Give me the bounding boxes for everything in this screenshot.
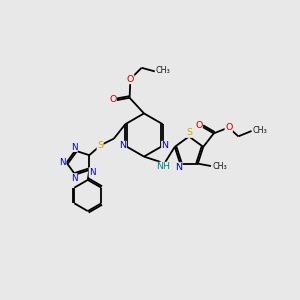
Text: CH₃: CH₃ xyxy=(156,66,171,75)
Text: NH: NH xyxy=(156,162,170,171)
Text: N: N xyxy=(89,168,96,177)
Text: O: O xyxy=(195,121,202,130)
Text: O: O xyxy=(109,95,116,104)
Text: N: N xyxy=(119,141,126,150)
Text: CH₃: CH₃ xyxy=(253,127,267,136)
Text: S: S xyxy=(186,128,192,137)
Text: CH₃: CH₃ xyxy=(212,161,227,170)
Text: N: N xyxy=(162,141,169,150)
Text: O: O xyxy=(127,75,134,84)
Text: S: S xyxy=(97,141,103,150)
Text: N: N xyxy=(175,163,182,172)
Text: O: O xyxy=(225,123,232,132)
Text: N: N xyxy=(71,174,77,183)
Text: N: N xyxy=(59,158,66,167)
Text: N: N xyxy=(71,142,77,152)
